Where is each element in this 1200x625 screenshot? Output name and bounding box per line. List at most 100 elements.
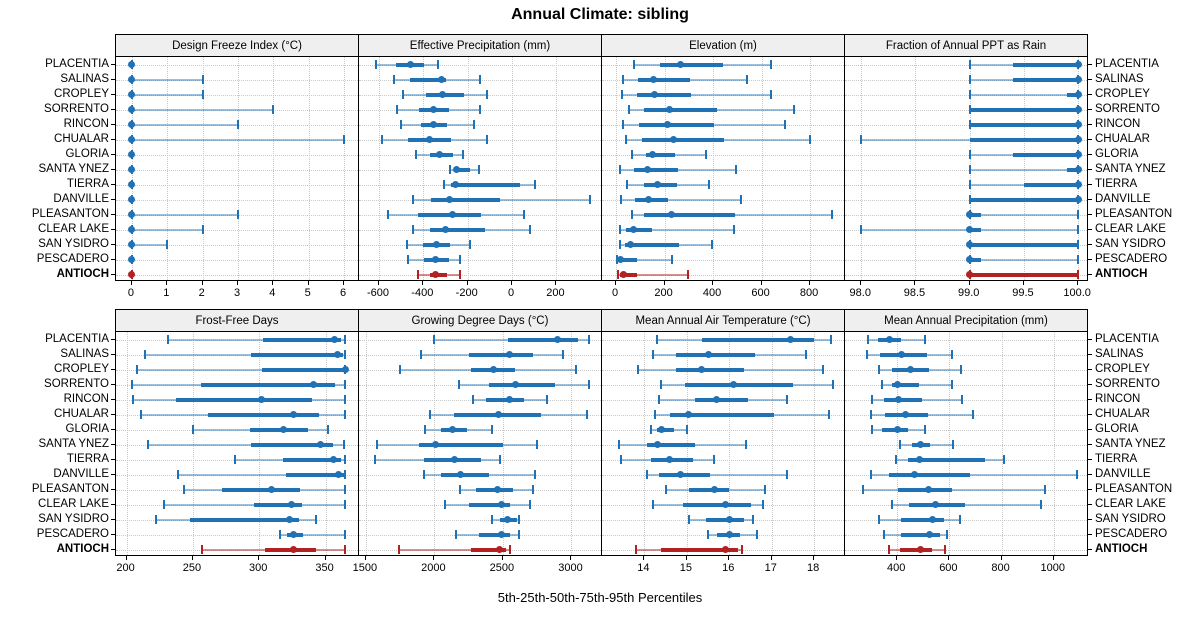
h-gridline [359, 259, 601, 261]
median-dot [128, 106, 136, 113]
site-label-right: SORRENTO [1095, 102, 1160, 115]
v-gridline [202, 57, 204, 280]
h-gridline [116, 274, 358, 276]
median-dot [925, 486, 932, 493]
x-tick-label: 400 [887, 562, 906, 574]
x-tick-mark [130, 281, 132, 285]
site-label-left: PESCADERO [36, 252, 109, 265]
whisker-cap [162, 500, 165, 509]
whisker-cap [490, 425, 493, 434]
x-tick-mark [466, 281, 468, 285]
median-dot [1074, 91, 1082, 98]
percentile-whisker [131, 138, 345, 141]
whisker-cap [764, 485, 767, 494]
site-label-right: CHUALAR [1095, 407, 1150, 420]
x-tick-label: 99.0 [957, 287, 980, 299]
median-dot [1074, 76, 1082, 83]
x-tick-label: 600 [939, 562, 958, 574]
median-dot [128, 226, 136, 233]
x-tick-mark [1077, 281, 1079, 285]
site-label-right: CLEAR LAKE [1095, 222, 1166, 235]
median-dot [442, 226, 449, 233]
whisker-cap [670, 255, 673, 264]
y-tick-mark [1088, 338, 1092, 340]
whisker-cap [649, 425, 652, 434]
iqr-bar [469, 502, 511, 507]
percentile-whisker [646, 473, 787, 476]
h-gridline [116, 169, 358, 171]
whisker-cap [634, 545, 637, 554]
median-dot [433, 241, 441, 248]
iqr-bar [969, 242, 1079, 247]
whisker-cap [945, 530, 948, 539]
iqr-bar [661, 547, 738, 552]
median-dot [496, 546, 503, 553]
median-dot [966, 256, 974, 263]
iqr-bar [659, 62, 723, 67]
iqr-bar [657, 427, 675, 432]
site-label-left: RINCON [63, 392, 109, 405]
median-dot [653, 181, 661, 188]
x-tick-mark [643, 556, 645, 560]
whisker-cap [574, 365, 577, 374]
iqr-bar [636, 92, 692, 97]
median-dot [329, 456, 337, 463]
whisker-cap [588, 380, 591, 389]
x-tick-label: -600 [366, 287, 389, 299]
x-tick-label: 98.0 [849, 287, 871, 299]
h-gridline [845, 244, 1087, 246]
whisker-cap [968, 90, 971, 99]
h-gridline [602, 184, 844, 186]
y-tick-mark [1088, 138, 1092, 140]
median-dot [893, 426, 901, 433]
whisker-cap [375, 440, 378, 449]
y-tick-mark [1088, 488, 1092, 490]
median-dot [915, 456, 923, 463]
whisker-cap [478, 105, 481, 114]
v-gridline [378, 57, 380, 280]
v-gridline [761, 57, 763, 280]
v-gridline [771, 332, 773, 555]
median-dot [128, 211, 136, 218]
y-tick-mark [1088, 518, 1092, 520]
whisker-cap [534, 470, 537, 479]
median-dot [498, 501, 506, 508]
percentile-whisker [413, 198, 590, 201]
y-tick-mark [111, 138, 115, 140]
percentile-whisker [131, 213, 238, 216]
site-label-right: PLACENTIA [1095, 332, 1159, 345]
y-tick-mark [111, 398, 115, 400]
percentile-whisker [131, 228, 203, 231]
x-tick-mark [914, 281, 916, 285]
iqr-bar [969, 137, 1079, 142]
whisker-cap [443, 180, 446, 189]
median-dot [966, 226, 974, 233]
iqr-bar [508, 337, 579, 342]
panel-4 [844, 56, 1088, 281]
y-tick-mark [1088, 548, 1092, 550]
h-gridline [845, 64, 1087, 66]
iqr-bar [639, 122, 715, 127]
median-dot [651, 91, 659, 98]
whisker-cap [528, 225, 531, 234]
x-tick-label: 200 [654, 287, 673, 299]
whisker-cap [458, 485, 461, 494]
h-gridline [602, 124, 844, 126]
h-gridline [602, 259, 844, 261]
whisker-cap [1077, 270, 1080, 279]
h-gridline [602, 94, 844, 96]
site-label-right: GLORIA [1095, 422, 1139, 435]
iqr-bar [969, 197, 1079, 202]
iqr-bar [646, 442, 696, 447]
whisker-cap [462, 150, 465, 159]
whisker-cap [344, 380, 347, 389]
panel-3 [601, 56, 845, 281]
whisker-cap [645, 470, 648, 479]
iqr-bar [249, 427, 309, 432]
median-dot [438, 91, 446, 98]
x-tick-label: 100.0 [1063, 287, 1091, 299]
y-tick-mark [111, 533, 115, 535]
y-tick-mark [1088, 273, 1092, 275]
whisker-cap [686, 270, 689, 279]
